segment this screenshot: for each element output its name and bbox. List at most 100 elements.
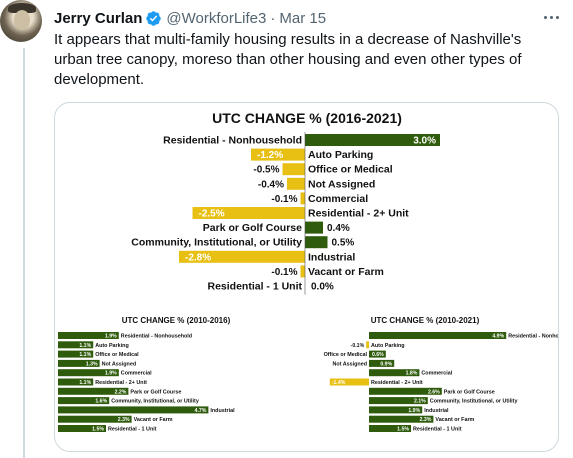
- chart-title: UTC CHANGE % (2016-2021): [212, 110, 402, 126]
- chart-bar: [251, 148, 305, 161]
- charts-svg: UTC CHANGE % (2016-2021) 3.0% Residential …: [58, 110, 559, 433]
- chart-category-label: Office or Medical: [324, 352, 368, 358]
- chart-data-label: -0.1%: [271, 194, 297, 205]
- chart-bar: [58, 369, 119, 377]
- chart-category-label: Residential - 2+ Unit: [371, 380, 423, 386]
- more-options-icon[interactable]: [539, 6, 563, 28]
- chart-data-label: 1.6%: [95, 399, 107, 405]
- more-dot-2: [549, 15, 553, 19]
- chart-data-label: 4.7%: [195, 408, 207, 414]
- chart-title: UTC CHANGE % (2010-2016): [122, 316, 231, 325]
- chart-category-label: Residential - Nonhousehold: [508, 334, 559, 340]
- chart-bar: [58, 359, 100, 367]
- chart-bar: [369, 406, 423, 414]
- verified-badge-icon: [146, 10, 162, 26]
- chart-bar: [287, 177, 305, 190]
- chart-bar: [300, 265, 305, 278]
- chart-bar: [369, 415, 434, 423]
- chart-data-label: 0.5%: [332, 238, 355, 249]
- chart-category-label: Park or Golf Course: [203, 222, 302, 234]
- chart-data-label: 1.9%: [408, 408, 420, 414]
- chart-bar: [369, 425, 411, 432]
- tweet-text: It appears that multi-family housing res…: [54, 31, 522, 88]
- thread-connector-line: [23, 48, 25, 458]
- chart-category-label: Community, Institutional, or Utility: [131, 237, 302, 249]
- chart-bar: [300, 192, 305, 205]
- chart-data-label: 0.6%: [372, 352, 384, 358]
- chart-data-label: 1.8%: [406, 371, 418, 377]
- chart-bar: [58, 350, 94, 358]
- chart-bar: [58, 378, 94, 386]
- chart-data-label: 1.1%: [79, 343, 91, 349]
- chart-bar: [58, 397, 110, 405]
- chart-data-label: -1.2%: [257, 150, 283, 161]
- chart-data-label: -0.1%: [271, 267, 297, 278]
- tweet-header: Jerry Curlan @WorkforLife3 · Mar 15: [54, 8, 326, 28]
- chart-category-label: Commercial: [121, 371, 152, 377]
- chart-data-label: 1.1%: [79, 380, 91, 386]
- chart-bar: [366, 341, 369, 349]
- chart-category-label: Not Assigned: [102, 361, 137, 367]
- chart-category-label: Residential - 1 Unit: [413, 427, 462, 433]
- chart-data-label: -2.8%: [185, 252, 211, 263]
- chart-category-label: Vacant or Farm: [308, 266, 384, 278]
- more-dot-3: [555, 15, 559, 19]
- chart-category-label: Park or Golf Course: [130, 389, 181, 395]
- avatar-face: [14, 10, 30, 30]
- chart-category-label: Vacant or Farm: [435, 417, 474, 423]
- chart-data-label: 1.5%: [92, 427, 104, 433]
- chart-data-label: 0.9%: [380, 361, 392, 367]
- chart-category-label: Auto Parking: [308, 149, 373, 161]
- chart-bar: [369, 332, 507, 339]
- chart-data-label: 2.6%: [428, 389, 440, 395]
- chart-data-label: 1.9%: [105, 334, 117, 340]
- chart-bar: [329, 378, 369, 386]
- avatar[interactable]: [0, 0, 42, 42]
- header-separator: ·: [270, 9, 276, 27]
- chart-category-label: Park or Golf Course: [444, 389, 495, 395]
- chart-bar: [369, 369, 420, 377]
- chart-bar: [369, 387, 442, 395]
- tweet-media-image[interactable]: UTC CHANGE % (2016-2021) 3.0% Residential …: [54, 102, 559, 452]
- chart-bar: [369, 359, 395, 367]
- more-dot-1: [543, 15, 547, 19]
- tweet-date[interactable]: Mar 15: [279, 9, 327, 27]
- chart-data-label: -0.5%: [253, 165, 279, 176]
- chart-data-label: 2.3%: [118, 417, 130, 423]
- chart-category-label: Not Assigned: [332, 361, 367, 367]
- chart-category-label: Auto Parking: [371, 343, 405, 349]
- chart-data-label: 1.9%: [105, 371, 117, 377]
- chart-bar: [179, 250, 305, 263]
- chart-category-label: Community, Institutional, or Utility: [111, 399, 199, 405]
- chart-bar: [58, 425, 106, 432]
- author-handle[interactable]: @WorkforLife3: [166, 9, 267, 27]
- chart-bar: [305, 134, 440, 146]
- chart-category-label: Residential - 1 Unit: [207, 281, 302, 293]
- chart-category-label: Community, Institutional, or Utility: [430, 399, 518, 405]
- chart-data-label: 0.4%: [327, 223, 350, 234]
- chart-bar: [58, 332, 119, 339]
- chart-category-label: Residential - Nonhousehold: [121, 334, 192, 340]
- chart-category-label: Office or Medical: [95, 352, 139, 358]
- chart-data-label: 1.5%: [397, 427, 409, 433]
- chart-data-label: 2.3%: [420, 417, 432, 423]
- chart-category-label: Office or Medical: [308, 164, 393, 176]
- chart-category-label: Industrial: [210, 408, 235, 414]
- chart-bar: [369, 397, 428, 405]
- chart-bar: [282, 163, 305, 176]
- chart-data-label: 4.9%: [492, 334, 504, 340]
- chart-data-label: -0.1%: [351, 343, 365, 349]
- chart-category-label: Residential - 1 Unit: [108, 427, 157, 433]
- chart-data-label: -1.4%: [332, 380, 346, 386]
- chart-bar: [305, 236, 328, 249]
- chart-data-label: 1.3%: [86, 361, 98, 367]
- author-name[interactable]: Jerry Curlan: [54, 9, 143, 27]
- chart-bar: [58, 387, 129, 395]
- chart-category-label: Industrial: [308, 251, 355, 263]
- avatar-hat: [8, 3, 36, 13]
- chart-data-label: 2.2%: [115, 389, 127, 395]
- chart-data-label: 0.0%: [311, 282, 334, 293]
- chart-data-label: 1.1%: [79, 352, 91, 358]
- chart-category-label: Residential - 2+ Unit: [95, 380, 147, 386]
- chart-category-label: Commercial: [308, 193, 368, 205]
